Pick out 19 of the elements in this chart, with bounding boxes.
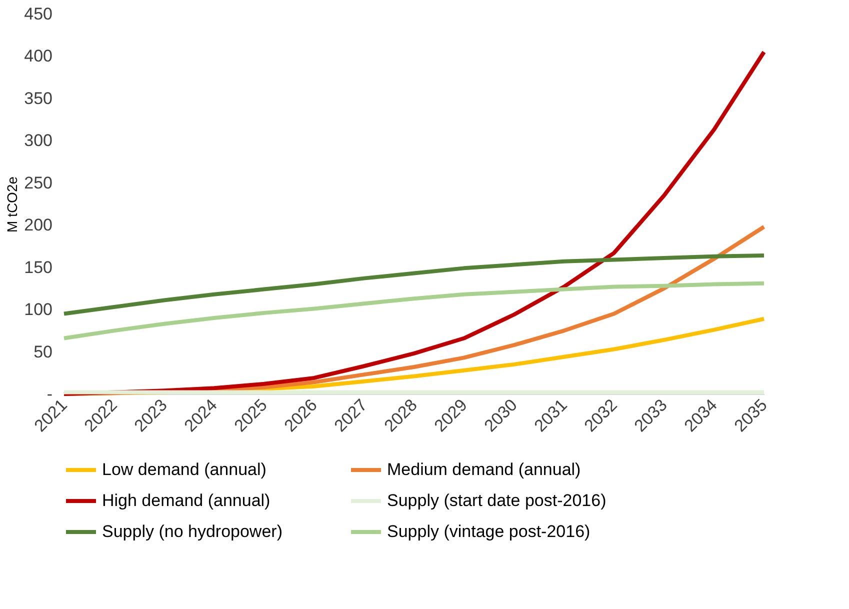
y-tick-label: 50	[34, 342, 52, 362]
y-tick-label: 450	[24, 4, 52, 24]
legend-label: Supply (start date post-2016)	[387, 491, 606, 510]
legend-label: Supply (vintage post-2016)	[387, 522, 590, 541]
y-tick-label: 350	[24, 88, 52, 108]
legend-label: High demand (annual)	[102, 491, 270, 510]
legend-label: Supply (no hydropower)	[102, 522, 282, 541]
y-tick-label: 300	[24, 131, 52, 150]
y-tick-label: 150	[24, 258, 52, 277]
y-tick-label: -	[46, 384, 52, 404]
y-tick-label: 400	[24, 46, 52, 66]
line-series	[62, 281, 766, 340]
y-axis-title: M tCO2e	[4, 176, 20, 233]
y-tick-label: 200	[24, 216, 52, 235]
y-tick-label: 250	[24, 173, 52, 192]
y-tick-label: 100	[24, 300, 52, 320]
line-series	[62, 254, 766, 316]
legend-label: Medium demand (annual)	[387, 460, 581, 479]
legend-label: Low demand (annual)	[102, 460, 266, 479]
